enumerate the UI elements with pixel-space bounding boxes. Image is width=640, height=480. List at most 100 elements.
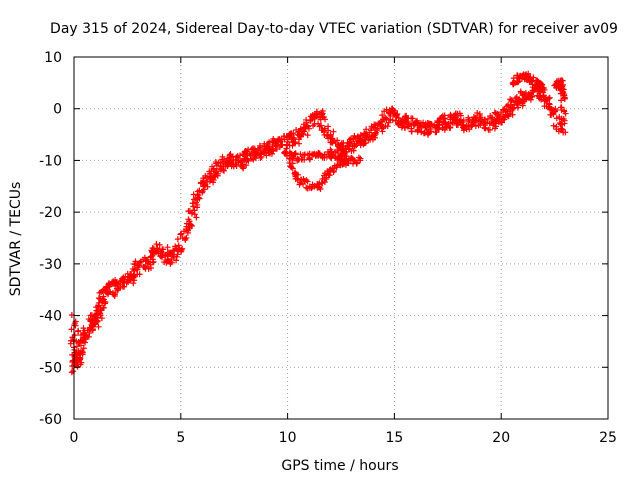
data-point: [79, 348, 86, 355]
data-point: [212, 173, 219, 180]
data-point: [237, 152, 244, 159]
data-point: [261, 143, 268, 150]
data-point: [504, 113, 511, 120]
data-point: [513, 79, 520, 86]
data-point: [273, 145, 280, 152]
data-point: [172, 243, 179, 250]
data-point: [351, 142, 358, 149]
data-point: [95, 302, 102, 309]
data-point: [559, 126, 566, 133]
data-point: [239, 158, 246, 165]
data-point: [321, 179, 328, 186]
data-point: [202, 172, 209, 179]
data-point: [492, 120, 499, 127]
data-point: [503, 103, 510, 110]
data-point: [154, 245, 161, 252]
data-point: [357, 132, 364, 139]
data-point: [83, 332, 90, 339]
data-point: [173, 257, 180, 264]
x-tick-label: 0: [70, 430, 79, 446]
data-point: [435, 119, 442, 126]
data-point: [481, 116, 488, 123]
data-point: [191, 207, 198, 214]
data-point: [400, 119, 407, 126]
data-point: [376, 122, 383, 129]
data-point: [95, 295, 102, 302]
data-point: [168, 259, 175, 266]
data-point: [175, 242, 182, 249]
data-point: [517, 88, 524, 95]
data-point: [540, 85, 547, 92]
data-point: [288, 136, 295, 143]
data-point: [303, 119, 310, 126]
data-point: [491, 109, 498, 116]
data-point: [193, 199, 200, 206]
data-point: [164, 244, 171, 251]
data-point: [379, 112, 386, 119]
data-point: [562, 110, 569, 117]
data-point: [212, 169, 219, 176]
data-point: [487, 112, 494, 119]
data-point: [329, 139, 336, 146]
plot-frame: [73, 56, 609, 420]
data-point: [113, 280, 120, 287]
data-point: [290, 154, 297, 161]
data-point: [332, 148, 339, 155]
data-point: [427, 120, 434, 127]
y-tick-label: -30: [39, 257, 62, 273]
data-point: [500, 107, 507, 114]
data-point: [546, 101, 553, 108]
y-tick-labels: 10 0 -10 -20 -30 -40 -50 -60: [39, 50, 62, 428]
data-point: [200, 186, 207, 193]
data-point: [71, 320, 78, 327]
data-point: [173, 253, 180, 260]
data-point: [330, 128, 337, 135]
data-point: [327, 134, 334, 141]
data-point: [363, 126, 370, 133]
data-point: [537, 87, 544, 94]
data-point: [557, 104, 564, 111]
data-point: [196, 195, 203, 202]
data-point: [230, 163, 237, 170]
data-point: [210, 165, 217, 172]
data-point: [287, 163, 294, 170]
x-tick-label: 15: [385, 430, 403, 446]
y-tick-label: -40: [39, 309, 62, 325]
data-point: [177, 231, 184, 238]
data-point: [100, 297, 107, 304]
data-point: [181, 228, 188, 235]
data-point: [509, 105, 516, 112]
data-point: [80, 345, 87, 352]
data-point: [326, 167, 333, 174]
data-point: [550, 111, 557, 118]
data-point: [325, 127, 332, 134]
data-point: [507, 96, 514, 103]
data-point: [153, 241, 160, 248]
data-point: [200, 177, 207, 184]
data-point: [166, 251, 173, 258]
data-point: [558, 97, 565, 104]
data-point: [78, 359, 85, 366]
data-point: [235, 159, 242, 166]
data-point: [134, 262, 141, 269]
data-point: [550, 122, 557, 129]
x-tick-labels: 0 5 10 15 20 25: [70, 430, 617, 446]
data-point: [394, 119, 401, 126]
data-point: [435, 126, 442, 133]
data-point: [131, 261, 138, 268]
data-point: [337, 161, 344, 168]
data-point: [97, 312, 104, 319]
data-point: [445, 120, 452, 127]
data-point: [190, 203, 197, 210]
data-point: [89, 326, 96, 333]
data-point: [281, 149, 288, 156]
data-point: [160, 249, 167, 256]
data-point: [194, 191, 201, 198]
data-point: [282, 148, 289, 155]
data-point: [403, 118, 410, 125]
data-point: [98, 288, 105, 295]
data-point: [559, 89, 566, 96]
data-point: [344, 160, 351, 167]
data-point: [100, 304, 107, 311]
